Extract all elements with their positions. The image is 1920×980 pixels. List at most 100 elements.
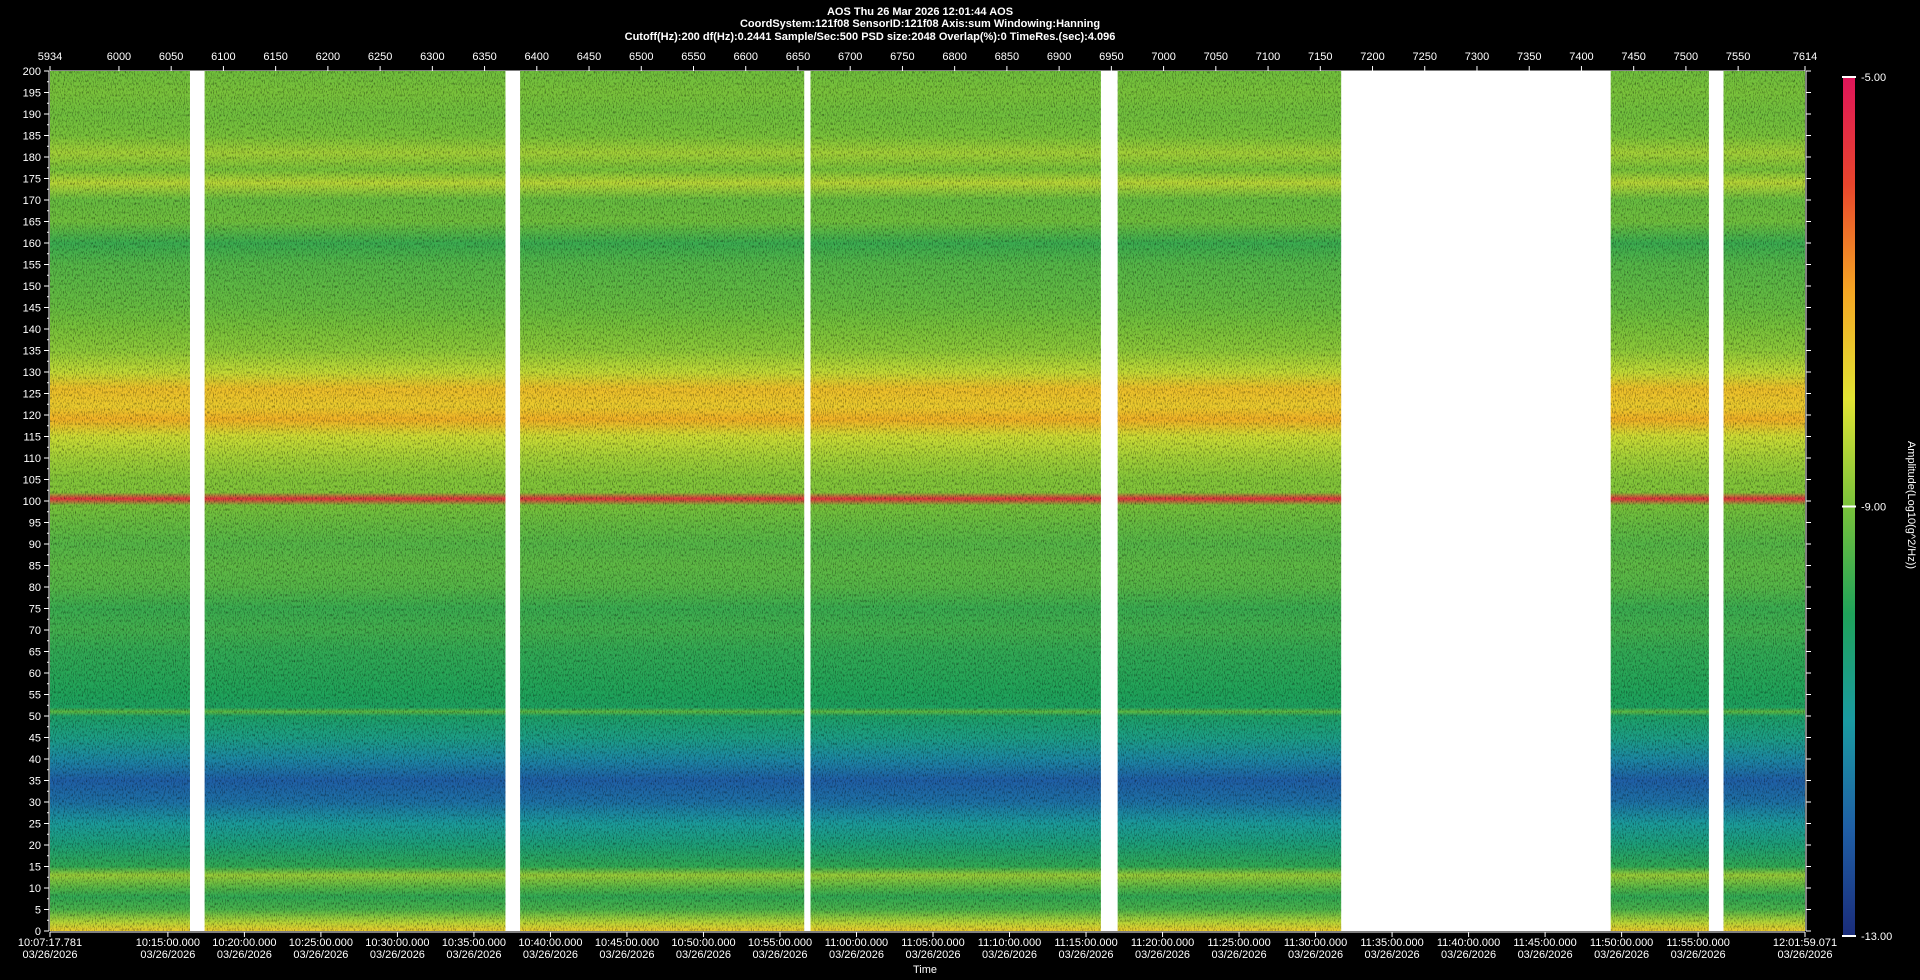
frequency-tick-label: 120 (23, 410, 41, 422)
frequency-tick-label: 150 (23, 281, 41, 293)
frequency-tick-label: 30 (29, 797, 41, 809)
time-tick-label: 10:35:00.000 (442, 937, 506, 949)
frequency-tick-label: 165 (23, 217, 41, 229)
frequency-tick-label: 15 (29, 862, 41, 874)
top-tick-label: 6350 (472, 51, 496, 63)
data-gap (1341, 71, 1611, 931)
top-tick-label: 7350 (1517, 51, 1541, 63)
data-gap (1100, 71, 1118, 931)
frequency-tick-label: 160 (23, 238, 41, 250)
frequency-tick-label: 70 (29, 625, 41, 637)
time-tick-label: 10:50:00.000 (671, 937, 735, 949)
frequency-tick-label: 140 (23, 324, 41, 336)
top-tick-label: 6500 (629, 51, 653, 63)
time-tick-label: 11:10:00.000 (978, 937, 1041, 949)
frequency-tick-label: 185 (23, 131, 41, 143)
frequency-tick-label: 35 (29, 776, 41, 788)
time-axis: 10:07:17.78103/26/202610:15:00.00003/26/… (18, 931, 1837, 961)
top-tick-label: 6450 (577, 51, 601, 63)
date-tick-label: 03/26/2026 (523, 949, 578, 961)
frequency-tick-label: 175 (23, 174, 41, 186)
time-tick-label: 11:05:00.000 (901, 937, 964, 949)
date-tick-label: 03/26/2026 (829, 949, 884, 961)
time-tick-label: 10:15:00.000 (136, 937, 200, 949)
date-tick-label: 03/26/2026 (1288, 949, 1343, 961)
time-tick-label: 10:07:17.781 (18, 937, 82, 949)
time-tick-label: 10:25:00.000 (289, 937, 353, 949)
date-tick-label: 03/26/2026 (140, 949, 195, 961)
frequency-tick-label: 125 (23, 389, 41, 401)
frequency-tick-label: 105 (23, 475, 41, 487)
date-tick-label: 03/26/2026 (370, 949, 425, 961)
data-gap (505, 71, 521, 931)
frequency-tick-label: 65 (29, 647, 41, 659)
time-tick-label: 10:20:00.000 (212, 937, 276, 949)
frequency-tick-label: 40 (29, 754, 41, 766)
frequency-tick-label: 95 (29, 518, 41, 530)
colorbar: -5.00 -9.00 -13.00 (1842, 72, 1892, 943)
frequency-tick-label: 155 (23, 260, 41, 272)
x-axis-label: Time (913, 964, 937, 976)
top-tick-label: 7300 (1465, 51, 1489, 63)
top-tick-label: 6900 (1047, 51, 1071, 63)
frequency-tick-label: 25 (29, 819, 41, 831)
top-tick-label: 6550 (681, 51, 705, 63)
time-tick-label: 11:55:00.000 (1666, 937, 1729, 949)
top-tick-label: 6800 (942, 51, 966, 63)
time-tick-label: 11:45:00.000 (1513, 937, 1576, 949)
top-tick-label: 7614 (1793, 51, 1817, 63)
data-gap (189, 71, 205, 931)
date-tick-label: 03/26/2026 (1518, 949, 1573, 961)
date-tick-label: 03/26/2026 (1594, 949, 1649, 961)
date-tick-label: 03/26/2026 (446, 949, 501, 961)
date-tick-label: 03/26/2026 (905, 949, 960, 961)
date-tick-label: 03/26/2026 (293, 949, 348, 961)
top-tick-label: 6850 (995, 51, 1019, 63)
top-tick-label: 6200 (316, 51, 340, 63)
frequency-tick-label: 10 (29, 883, 41, 895)
frequency-tick-label: 0 (35, 926, 41, 938)
frequency-tick-label: 115 (23, 432, 41, 444)
frequency-tick-label: 145 (23, 303, 41, 315)
frequency-tick-label: 100 (23, 496, 41, 508)
frequency-tick-label: 85 (29, 561, 41, 573)
time-tick-label: 11:15:00.000 (1054, 937, 1117, 949)
time-tick-label: 10:55:00.000 (748, 937, 812, 949)
time-tick-label: 11:40:00.000 (1437, 937, 1500, 949)
date-tick-label: 03/26/2026 (1777, 949, 1832, 961)
top-axis: 5934 6000 6050 6100 6150 6200 6250 6300 6350 6400… (38, 51, 1817, 72)
colorbar-tick-label: -5.00 (1861, 72, 1886, 84)
top-tick-label: 6400 (525, 51, 549, 63)
frequency-tick-label: 50 (29, 711, 41, 723)
top-tick-label: 6650 (786, 51, 810, 63)
frequency-tick-label: 55 (29, 690, 41, 702)
top-tick-label: 6050 (159, 51, 183, 63)
frequency-tick-label: 45 (29, 733, 41, 745)
frequency-tick-label: 110 (23, 453, 41, 465)
top-tick-label: 6950 (1099, 51, 1123, 63)
top-tick-label: 6600 (733, 51, 757, 63)
data-gap (804, 71, 811, 931)
date-tick-label: 03/26/2026 (1212, 949, 1267, 961)
top-tick-label: 7000 (1151, 51, 1175, 63)
frequency-tick-label: 90 (29, 539, 41, 551)
data-gap (1708, 71, 1724, 931)
time-tick-label: 12:01:59.071 (1773, 937, 1837, 949)
time-tick-label: 11:20:00.000 (1131, 937, 1194, 949)
top-tick-label: 6150 (263, 51, 287, 63)
date-tick-label: 03/26/2026 (1365, 949, 1420, 961)
date-tick-label: 03/26/2026 (1441, 949, 1496, 961)
time-tick-label: 11:50:00.000 (1590, 937, 1653, 949)
top-tick-label: 7150 (1308, 51, 1332, 63)
frequency-tick-label: 190 (23, 109, 41, 121)
frequency-tick-label: 130 (23, 367, 41, 379)
date-tick-label: 03/26/2026 (752, 949, 807, 961)
date-tick-label: 03/26/2026 (982, 949, 1037, 961)
frequency-tick-label: 200 (23, 66, 41, 78)
frequency-axis: 0 5 10 15 20 25 30 35 40 45 50 55 60 65 70 75 80 85 90 95 10… (23, 66, 1811, 938)
frequency-tick-label: 5 (35, 905, 41, 917)
top-tick-label: 7050 (1204, 51, 1228, 63)
time-tick-label: 10:45:00.000 (595, 937, 659, 949)
top-tick-label: 6250 (368, 51, 392, 63)
